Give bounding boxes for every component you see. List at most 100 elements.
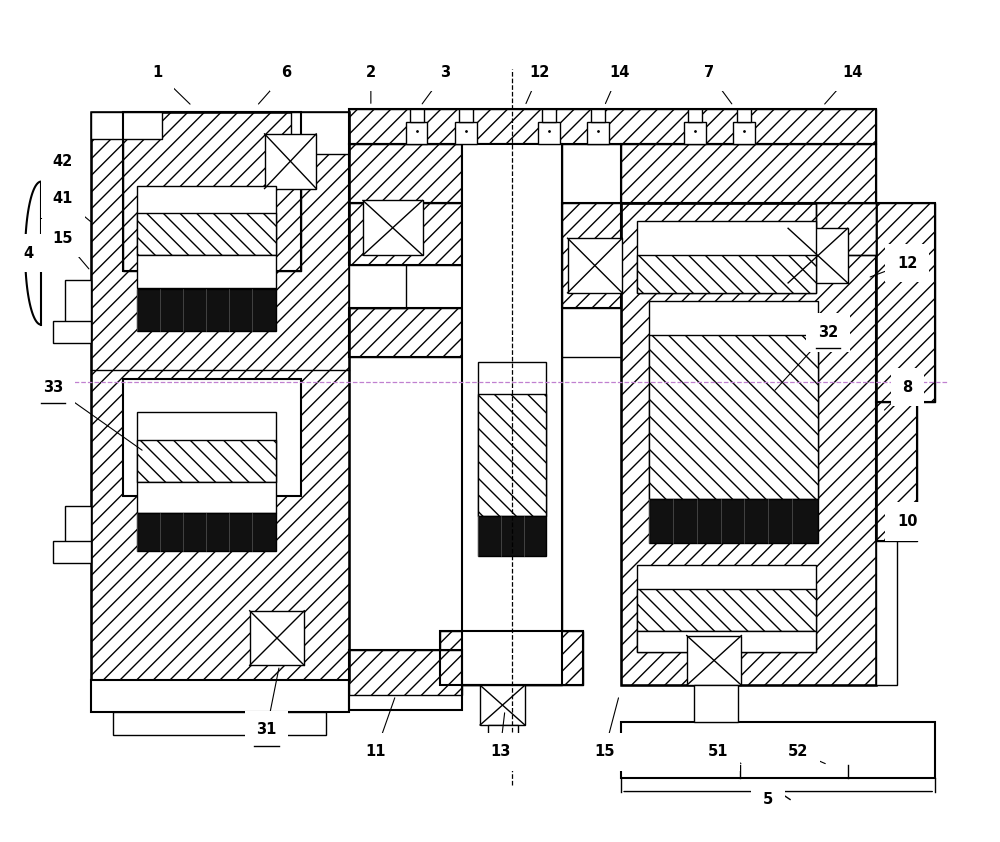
Bar: [363, 200, 423, 255]
Text: 4: 4: [23, 246, 33, 261]
Bar: [137, 514, 276, 552]
Text: 5: 5: [763, 792, 773, 807]
Bar: [91, 112, 349, 680]
Bar: [568, 238, 622, 293]
Polygon shape: [637, 589, 816, 631]
Text: 3: 3: [440, 65, 450, 80]
Text: 13: 13: [490, 744, 510, 759]
Text: 14: 14: [842, 65, 863, 80]
Text: 8: 8: [902, 380, 912, 395]
Polygon shape: [876, 204, 935, 402]
Bar: [440, 631, 583, 685]
Bar: [876, 204, 935, 402]
Bar: [349, 109, 876, 144]
Polygon shape: [621, 204, 876, 685]
Text: 51: 51: [708, 744, 729, 759]
Bar: [250, 610, 304, 665]
Text: 2: 2: [366, 65, 376, 80]
Text: 10: 10: [897, 514, 918, 529]
Polygon shape: [137, 440, 276, 482]
Bar: [687, 636, 741, 685]
Bar: [562, 204, 621, 308]
Polygon shape: [587, 122, 609, 144]
Bar: [478, 516, 546, 556]
Bar: [349, 144, 462, 204]
Text: 32: 32: [818, 325, 838, 340]
Bar: [123, 379, 301, 497]
Bar: [480, 685, 525, 725]
Polygon shape: [349, 308, 462, 357]
Bar: [637, 221, 816, 293]
Bar: [488, 725, 518, 750]
Polygon shape: [459, 109, 473, 122]
Bar: [53, 541, 91, 563]
Text: 41: 41: [53, 191, 73, 206]
Text: 1: 1: [152, 65, 162, 80]
Polygon shape: [876, 541, 897, 685]
Polygon shape: [562, 308, 621, 357]
Polygon shape: [591, 109, 605, 122]
Bar: [816, 204, 876, 255]
Text: 11: 11: [366, 744, 386, 759]
Text: 33: 33: [43, 380, 63, 395]
Polygon shape: [137, 213, 276, 255]
Polygon shape: [733, 122, 755, 144]
Bar: [349, 204, 462, 265]
Polygon shape: [542, 109, 556, 122]
Bar: [137, 482, 276, 514]
Polygon shape: [462, 144, 562, 685]
Polygon shape: [91, 112, 162, 139]
Polygon shape: [684, 122, 706, 144]
Text: 52: 52: [788, 744, 808, 759]
Bar: [91, 680, 349, 712]
Bar: [621, 204, 876, 685]
Bar: [123, 112, 301, 271]
Polygon shape: [562, 204, 621, 308]
Polygon shape: [91, 112, 349, 680]
Polygon shape: [637, 255, 816, 293]
Bar: [137, 255, 276, 288]
Bar: [694, 685, 738, 722]
Bar: [649, 301, 818, 499]
Polygon shape: [291, 112, 349, 154]
Polygon shape: [876, 402, 917, 541]
Polygon shape: [349, 651, 462, 695]
Polygon shape: [538, 122, 560, 144]
Bar: [462, 144, 562, 685]
Text: 14: 14: [609, 65, 629, 80]
Bar: [649, 499, 818, 543]
Bar: [621, 144, 876, 204]
Text: 6: 6: [281, 65, 291, 80]
Bar: [788, 228, 848, 283]
Text: 15: 15: [53, 231, 73, 246]
Bar: [53, 321, 91, 343]
Bar: [621, 722, 935, 778]
Polygon shape: [621, 144, 876, 204]
Polygon shape: [349, 144, 462, 204]
Bar: [65, 506, 91, 556]
Bar: [137, 412, 276, 482]
Text: 12: 12: [530, 65, 550, 80]
Bar: [137, 289, 276, 331]
Bar: [478, 362, 546, 516]
Text: 12: 12: [897, 256, 917, 270]
Polygon shape: [349, 109, 876, 144]
Polygon shape: [349, 204, 462, 265]
Polygon shape: [816, 204, 876, 255]
Bar: [349, 308, 462, 357]
Polygon shape: [649, 334, 818, 499]
Bar: [637, 631, 816, 653]
Bar: [265, 134, 316, 189]
Polygon shape: [410, 109, 424, 122]
Bar: [123, 112, 301, 271]
Text: 7: 7: [704, 65, 714, 80]
Bar: [876, 402, 917, 541]
Text: 42: 42: [53, 154, 73, 169]
Text: 15: 15: [594, 744, 615, 759]
Text: 31: 31: [256, 722, 277, 738]
Bar: [113, 712, 326, 735]
Polygon shape: [440, 631, 583, 685]
Bar: [65, 280, 91, 334]
Polygon shape: [688, 109, 702, 122]
Polygon shape: [478, 394, 546, 516]
